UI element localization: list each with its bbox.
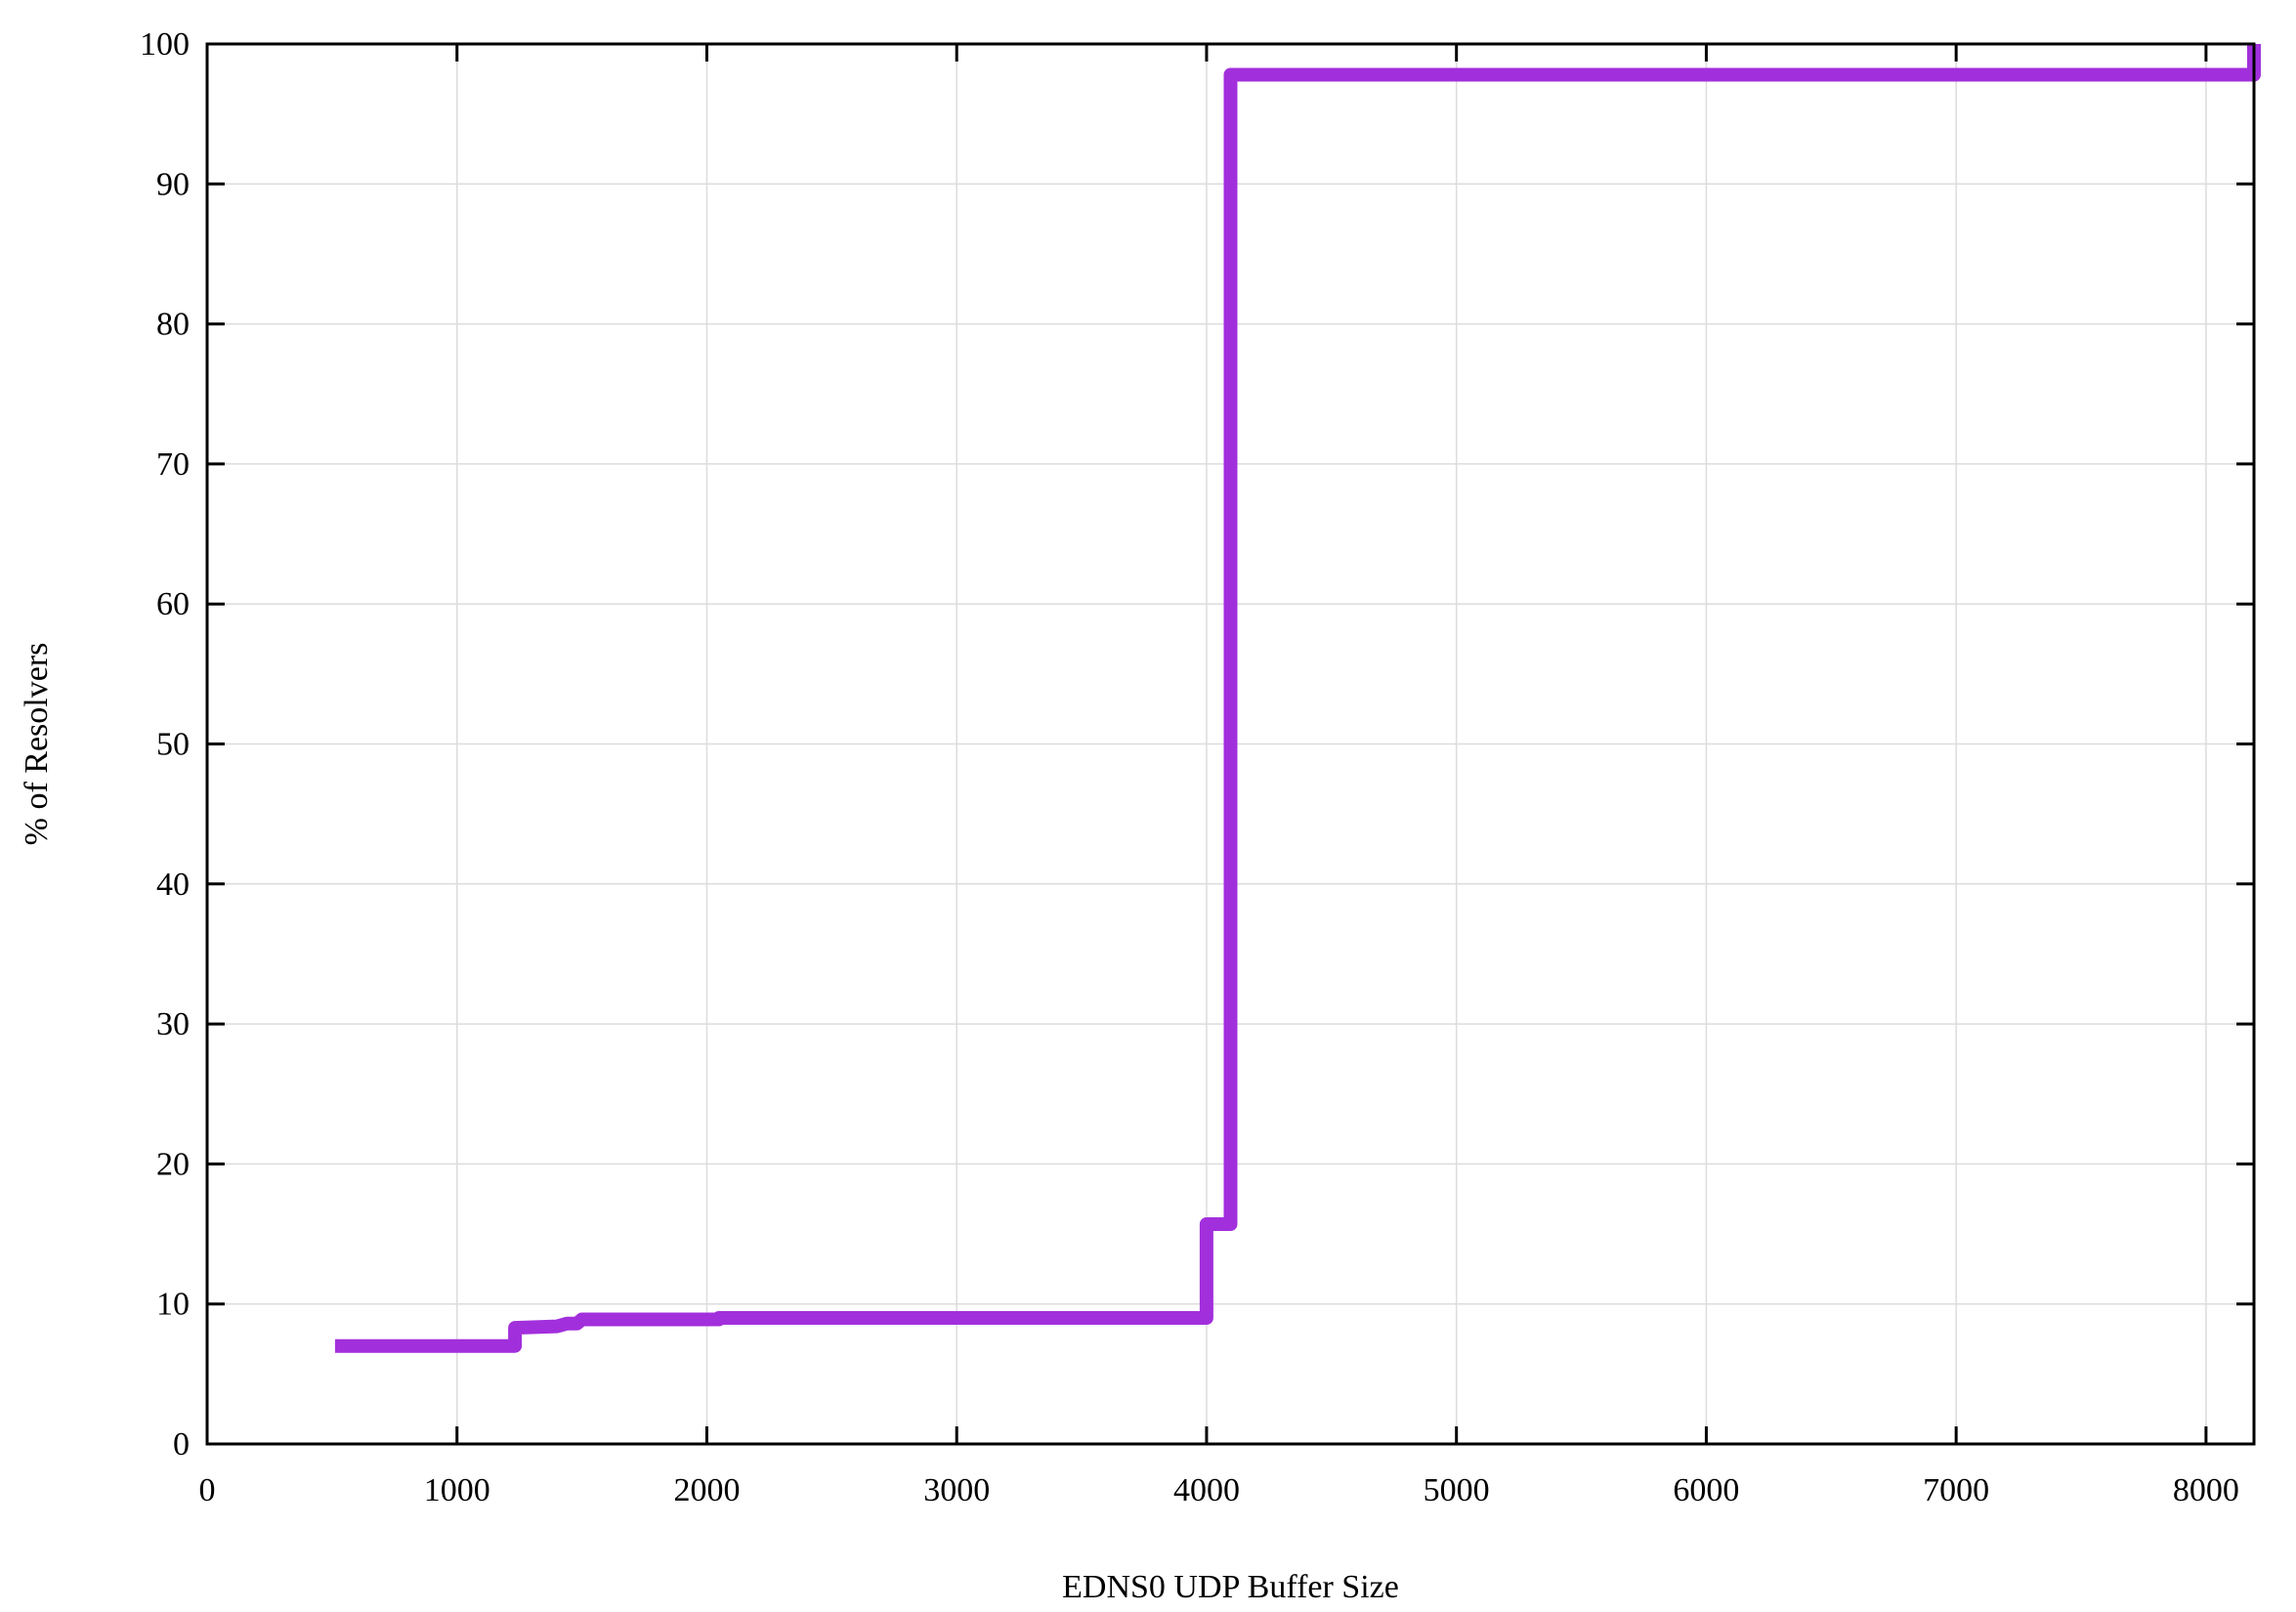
y-tick-label: 40 — [156, 867, 190, 903]
x-tick-label: 8000 — [2173, 1472, 2239, 1508]
x-tick-label: 6000 — [1673, 1472, 1739, 1508]
x-tick-label: 5000 — [1424, 1472, 1490, 1508]
y-axis-label: % of Resolvers — [19, 643, 55, 846]
series-layer — [334, 44, 2261, 1353]
x-tick-label: 4000 — [1173, 1472, 1240, 1508]
x-tick-label: 3000 — [923, 1472, 990, 1508]
x-tick-label: 0 — [199, 1472, 216, 1508]
y-tick-label: 70 — [156, 446, 190, 483]
y-tick-label: 100 — [140, 26, 190, 63]
x-tick-label: 7000 — [1923, 1472, 1989, 1508]
y-tick-label: 30 — [156, 1006, 190, 1042]
x-tick-label: 2000 — [673, 1472, 740, 1508]
x-axis-label: EDNS0 UDP Buffer Size — [1062, 1569, 1399, 1605]
x-tick-label: 1000 — [424, 1472, 490, 1508]
y-tick-label: 90 — [156, 166, 190, 202]
y-tick-label: 80 — [156, 307, 190, 343]
y-tick-label: 0 — [173, 1426, 190, 1463]
y-tick-label: 60 — [156, 586, 190, 622]
y-tick-label: 50 — [156, 727, 190, 763]
ticks: 0 1000 2000 3000 4000 5000 6000 7000 8000 0 10 20 30… — [140, 26, 2254, 1508]
series-line — [334, 44, 2261, 1353]
y-tick-label: 10 — [156, 1287, 190, 1323]
y-tick-label: 20 — [156, 1146, 190, 1182]
